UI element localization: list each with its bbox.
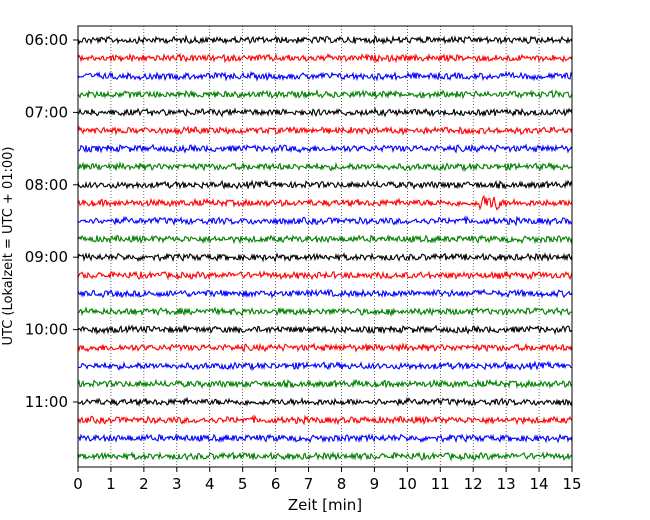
trace-1100 bbox=[77, 396, 573, 408]
x-tick-label: 7 bbox=[304, 475, 314, 493]
trace-1045 bbox=[77, 378, 573, 389]
x-axis-label: Zeit [min] bbox=[288, 496, 362, 514]
trace-0715 bbox=[77, 125, 573, 136]
x-tick-label: 10 bbox=[398, 475, 417, 493]
seismic-traces bbox=[77, 34, 573, 462]
trace-0800 bbox=[77, 179, 573, 190]
x-tick-label: 8 bbox=[337, 475, 347, 493]
y-axis-label: UTC (Lokalzeit = UTC + 01:00) bbox=[1, 147, 16, 346]
trace-0845 bbox=[77, 234, 573, 245]
trace-1145 bbox=[77, 451, 573, 462]
x-tick-label: 13 bbox=[497, 475, 516, 493]
trace-0915 bbox=[77, 270, 573, 281]
trace-1030 bbox=[77, 360, 573, 371]
x-tick-label: 14 bbox=[530, 475, 549, 493]
trace-0600 bbox=[77, 34, 573, 46]
x-tick-label: 4 bbox=[205, 475, 215, 493]
trace-0815 bbox=[77, 195, 573, 211]
x-tick-label: 11 bbox=[431, 475, 450, 493]
y-tick-label: 08:00 bbox=[25, 176, 68, 194]
y-tick-label: 11:00 bbox=[25, 393, 68, 411]
plot-background bbox=[78, 26, 572, 467]
trace-0700 bbox=[77, 106, 573, 118]
trace-1015 bbox=[77, 342, 573, 353]
y-tick-label: 10:00 bbox=[25, 321, 68, 339]
x-tick-label: 6 bbox=[271, 475, 281, 493]
x-tick-label: 12 bbox=[464, 475, 483, 493]
x-axis-ticks: 0 1 2 3 4 5 6 7 8 9 10 11 12 13 14 15 bbox=[73, 467, 582, 493]
trace-1115 bbox=[77, 414, 573, 426]
x-tick-label: 15 bbox=[562, 475, 581, 493]
trace-1130 bbox=[77, 433, 573, 444]
x-tick-label: 2 bbox=[139, 475, 149, 493]
y-tick-label: 06:00 bbox=[25, 31, 68, 49]
trace-0615 bbox=[77, 52, 573, 64]
plot-frame bbox=[77, 25, 573, 468]
trace-0830 bbox=[77, 215, 573, 227]
y-tick-label: 09:00 bbox=[25, 248, 68, 266]
trace-0745 bbox=[77, 161, 573, 172]
y-tick-label: 07:00 bbox=[25, 103, 68, 121]
trace-0945 bbox=[77, 306, 573, 317]
trace-0645 bbox=[77, 88, 573, 100]
x-tick-label: 3 bbox=[172, 475, 182, 493]
trace-0930 bbox=[77, 288, 573, 299]
trace-1000 bbox=[77, 324, 573, 336]
x-tick-label: 0 bbox=[73, 475, 83, 493]
trace-0630 bbox=[77, 70, 573, 82]
x-tick-label: 5 bbox=[238, 475, 248, 493]
trace-0900 bbox=[77, 252, 573, 263]
y-axis-ticks: 06:00 07:00 08:00 09:00 10:00 11:00 bbox=[25, 31, 78, 411]
trace-0730 bbox=[77, 143, 573, 154]
x-tick-label: 9 bbox=[370, 475, 380, 493]
x-tick-label: 1 bbox=[106, 475, 116, 493]
